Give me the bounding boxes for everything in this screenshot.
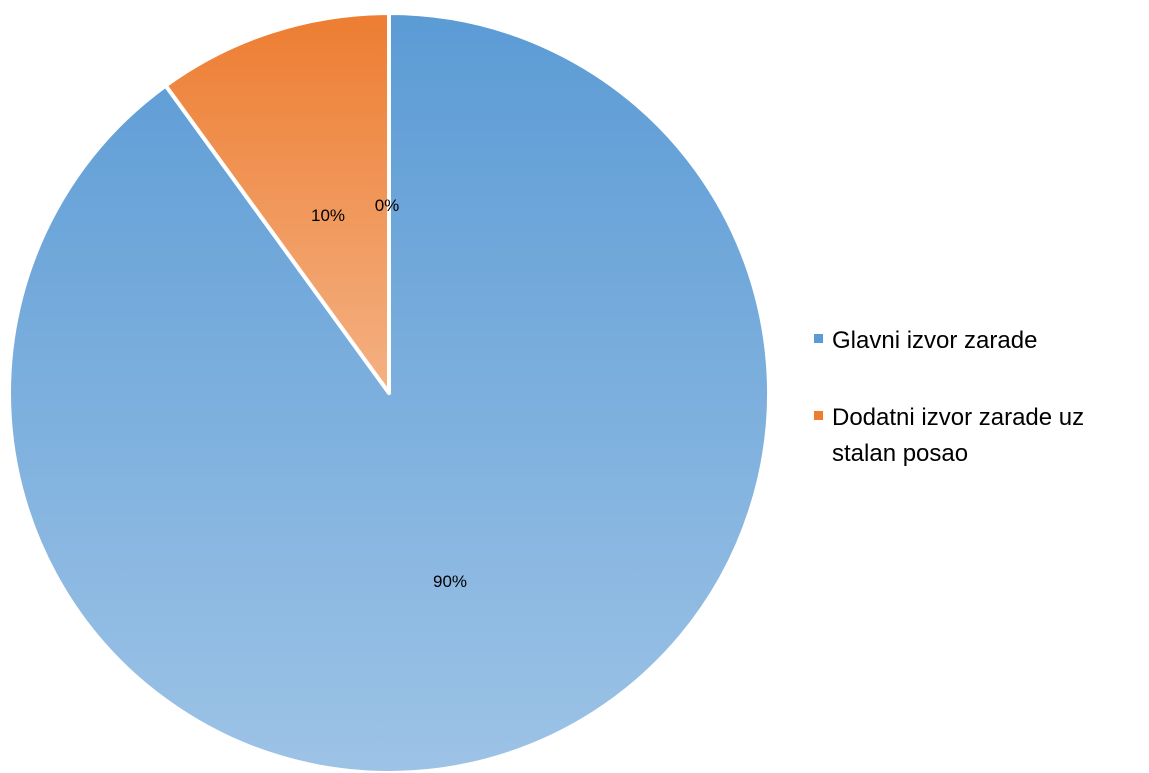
legend-label-glavni: Glavni izvor zarade <box>832 327 1037 354</box>
legend-swatch-dodatni <box>814 411 823 420</box>
legend-label-dodatni-line2: stalan posao <box>832 440 968 467</box>
data-label-0: 90% <box>433 572 467 591</box>
legend: Glavni izvor zarade Dodatni izvor zarade… <box>814 327 1084 467</box>
data-labels: 90% 10% 0% <box>311 196 467 591</box>
data-label-2: 0% <box>375 196 400 215</box>
legend-label-dodatni-line1: Dodatni izvor zarade uz <box>832 404 1084 431</box>
pie-slices <box>7 11 771 773</box>
legend-swatch-glavni <box>814 334 823 343</box>
legend-item-glavni: Glavni izvor zarade <box>814 327 1037 354</box>
data-label-1: 10% <box>311 206 345 225</box>
legend-item-dodatni: Dodatni izvor zarade uz stalan posao <box>814 404 1084 467</box>
pie-slice-1 <box>163 11 391 395</box>
